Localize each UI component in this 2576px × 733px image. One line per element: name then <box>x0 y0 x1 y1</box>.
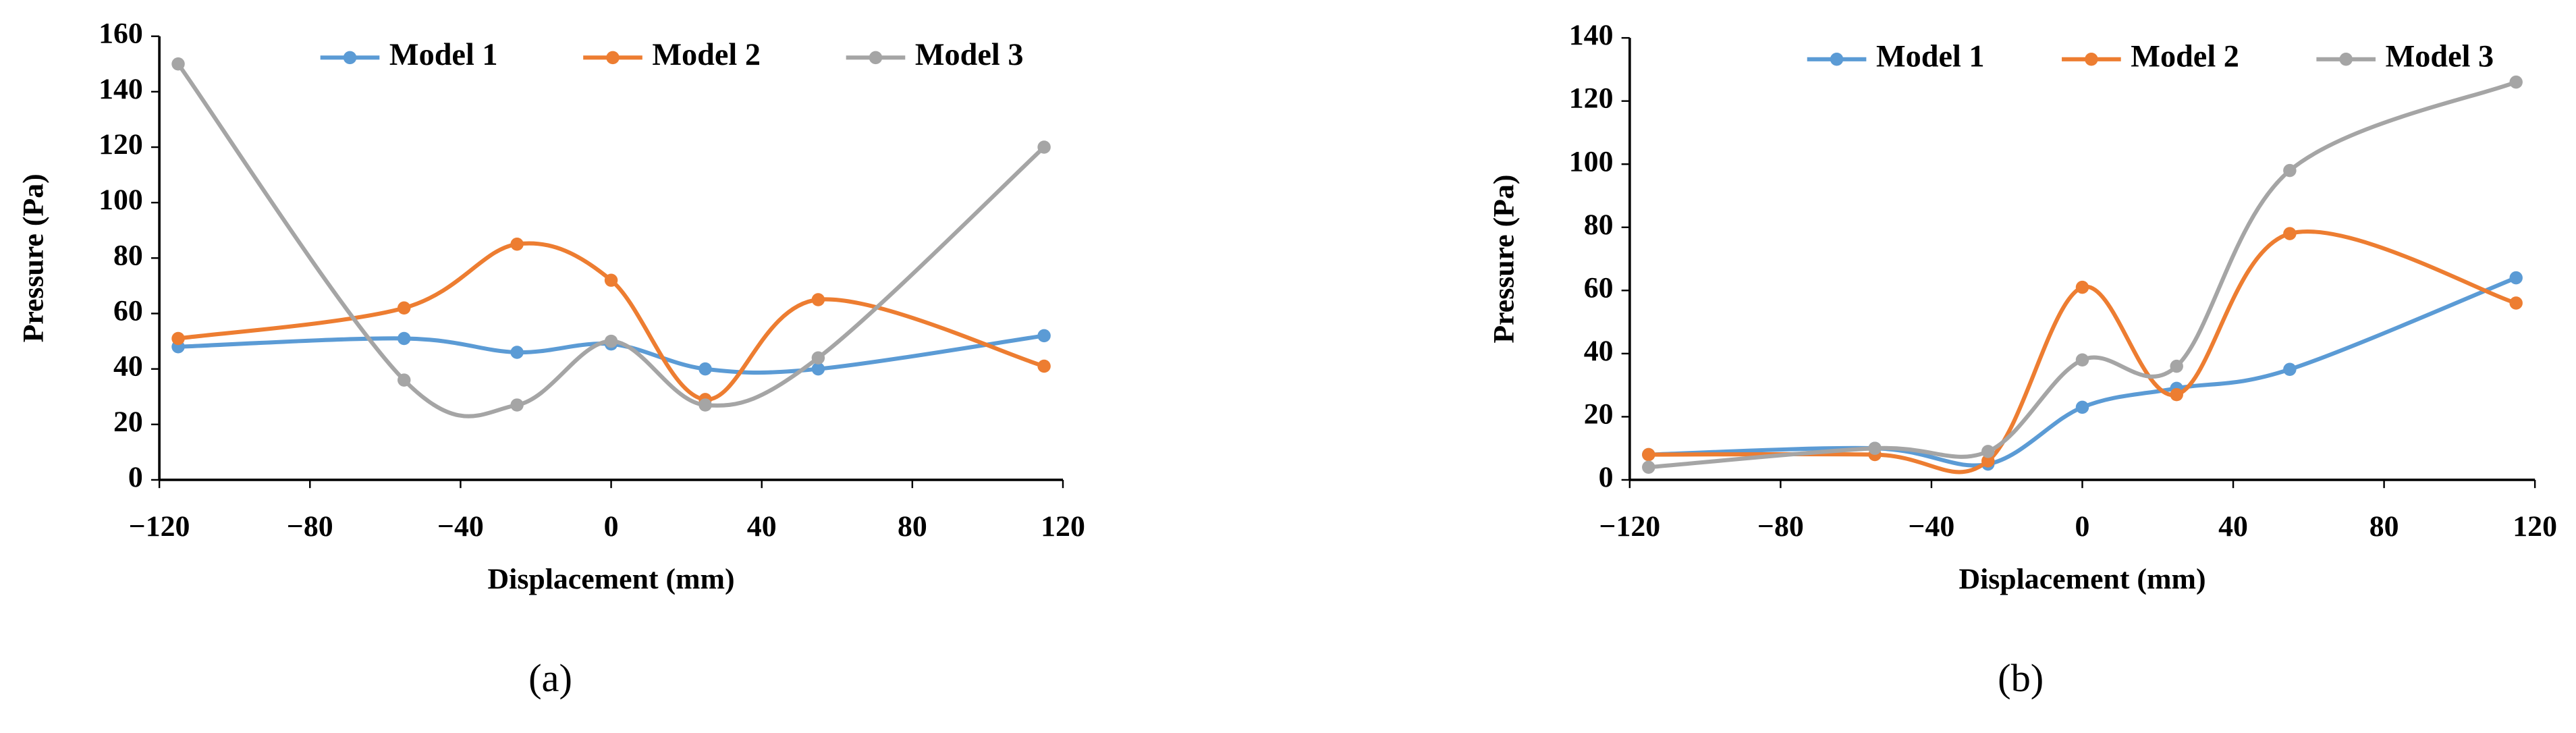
legend-marker <box>606 51 620 65</box>
data-point <box>604 334 618 348</box>
caption: (a) <box>528 656 572 700</box>
data-point <box>2283 362 2297 376</box>
x-tick-label: 0 <box>2075 510 2090 543</box>
data-point <box>1981 445 1995 458</box>
data-point <box>2170 387 2183 402</box>
data-point <box>811 293 825 306</box>
caption: (b) <box>1998 656 2044 700</box>
data-point <box>698 398 712 412</box>
series-line <box>1648 80 2517 470</box>
legend-label: Model 2 <box>2131 39 2239 74</box>
x-tick-label: 80 <box>2369 510 2399 543</box>
x-tick-label: 0 <box>604 510 619 543</box>
data-point <box>398 373 411 387</box>
data-point <box>1037 329 1051 343</box>
x-axis-title: Displacement (mm) <box>1958 563 2205 595</box>
x-tick-label: −120 <box>129 510 190 543</box>
x-tick-label: −40 <box>437 510 484 543</box>
y-tick-label: 80 <box>1584 209 1614 241</box>
legend-marker <box>2339 53 2353 66</box>
y-tick-label: 140 <box>99 73 143 105</box>
data-point <box>1642 447 1655 462</box>
legend-marker <box>343 51 357 65</box>
series-line <box>177 241 1045 402</box>
data-point <box>398 331 411 346</box>
y-tick-label: 120 <box>1569 82 1614 115</box>
y-tick-label: 0 <box>128 461 143 493</box>
data-point <box>2283 163 2297 178</box>
data-point <box>604 273 618 287</box>
data-point <box>171 331 185 346</box>
y-tick-label: 160 <box>99 18 143 50</box>
series-line <box>1648 229 2517 474</box>
legend-marker <box>869 51 883 65</box>
y-tick-label: 40 <box>113 350 143 383</box>
y-tick-label: 120 <box>99 128 143 161</box>
legend-label: Model 3 <box>2386 39 2494 74</box>
legend-label: Model 1 <box>1876 39 1985 74</box>
y-tick-label: 140 <box>1569 19 1614 51</box>
data-point <box>2509 296 2523 310</box>
data-point <box>2170 359 2183 373</box>
data-point <box>1868 441 1882 455</box>
y-tick-label: 100 <box>99 184 143 216</box>
chart: 0 20 40 60 80 100 120 140 160 −120 −80 −40 0 40 80 120 D… <box>18 18 1085 700</box>
chart: 0 20 40 60 80 100 120 140 −120 −80 −40 0 40 80 120 Disp… <box>1487 19 2557 700</box>
y-tick-label: 0 <box>1599 461 1614 493</box>
x-tick-label: 80 <box>898 510 927 543</box>
data-point <box>2075 280 2089 294</box>
x-tick-label: 120 <box>2513 510 2557 543</box>
y-tick-label: 100 <box>1569 145 1614 178</box>
series-line <box>176 63 1046 418</box>
data-point <box>811 351 825 364</box>
y-axis-title: Pressure (Pa) <box>1487 174 1520 343</box>
data-point <box>2075 400 2089 414</box>
legend-label: Model 2 <box>652 38 761 72</box>
data-point <box>2075 353 2089 366</box>
legend-label: Model 3 <box>915 38 1024 72</box>
data-point <box>2509 75 2523 89</box>
x-axis-title: Displacement (mm) <box>488 563 735 595</box>
data-point <box>171 57 185 71</box>
data-point <box>510 238 524 251</box>
x-tick-label: 40 <box>2218 510 2248 543</box>
data-point <box>398 301 411 315</box>
data-point <box>1981 454 1995 468</box>
data-point <box>1037 140 1051 154</box>
data-point <box>811 362 825 376</box>
y-tick-label: 80 <box>113 239 143 271</box>
data-point <box>510 398 524 412</box>
legend-label: Model 1 <box>389 38 498 72</box>
x-tick-label: 40 <box>747 510 777 543</box>
x-tick-label: −80 <box>287 510 333 543</box>
y-axis-title: Pressure (Pa) <box>18 173 50 342</box>
data-point <box>2509 271 2523 285</box>
data-point <box>1037 359 1051 373</box>
x-tick-label: −80 <box>1757 510 1804 543</box>
data-point <box>698 362 712 376</box>
legend-marker <box>1830 53 1844 66</box>
y-tick-label: 20 <box>113 406 143 438</box>
x-tick-label: 120 <box>1041 510 1085 543</box>
y-tick-label: 20 <box>1584 398 1614 430</box>
series-line <box>1648 275 2517 468</box>
legend-marker <box>2085 53 2098 66</box>
x-tick-label: −120 <box>1599 510 1661 543</box>
data-point <box>2283 227 2297 240</box>
y-tick-label: 60 <box>1584 271 1614 304</box>
data-point <box>1642 460 1655 474</box>
y-tick-label: 40 <box>1584 335 1614 367</box>
x-tick-label: −40 <box>1909 510 1955 543</box>
y-tick-label: 60 <box>113 295 143 327</box>
data-point <box>510 346 524 359</box>
